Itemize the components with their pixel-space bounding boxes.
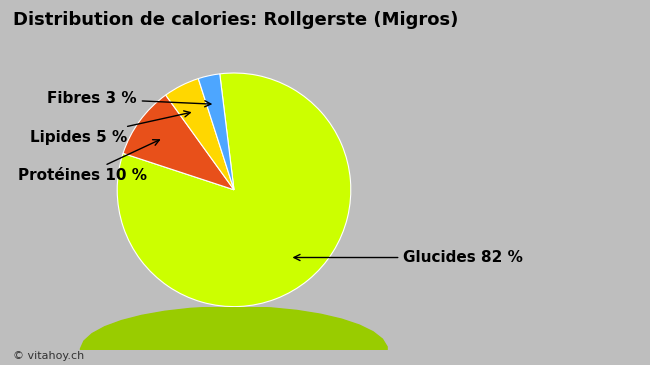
Text: Fibres 3 %: Fibres 3 % [47, 91, 211, 107]
Text: Protéines 10 %: Protéines 10 % [18, 140, 159, 183]
Wedge shape [166, 78, 234, 190]
Text: Lipides 5 %: Lipides 5 % [30, 111, 190, 145]
Text: © vitahoy.ch: © vitahoy.ch [13, 351, 84, 361]
Text: Glucides 82 %: Glucides 82 % [294, 250, 523, 265]
Wedge shape [198, 74, 234, 190]
Wedge shape [117, 73, 351, 307]
Polygon shape [81, 307, 387, 350]
Wedge shape [123, 95, 234, 190]
Text: Distribution de calories: Rollgerste (Migros): Distribution de calories: Rollgerste (Mi… [13, 11, 458, 29]
